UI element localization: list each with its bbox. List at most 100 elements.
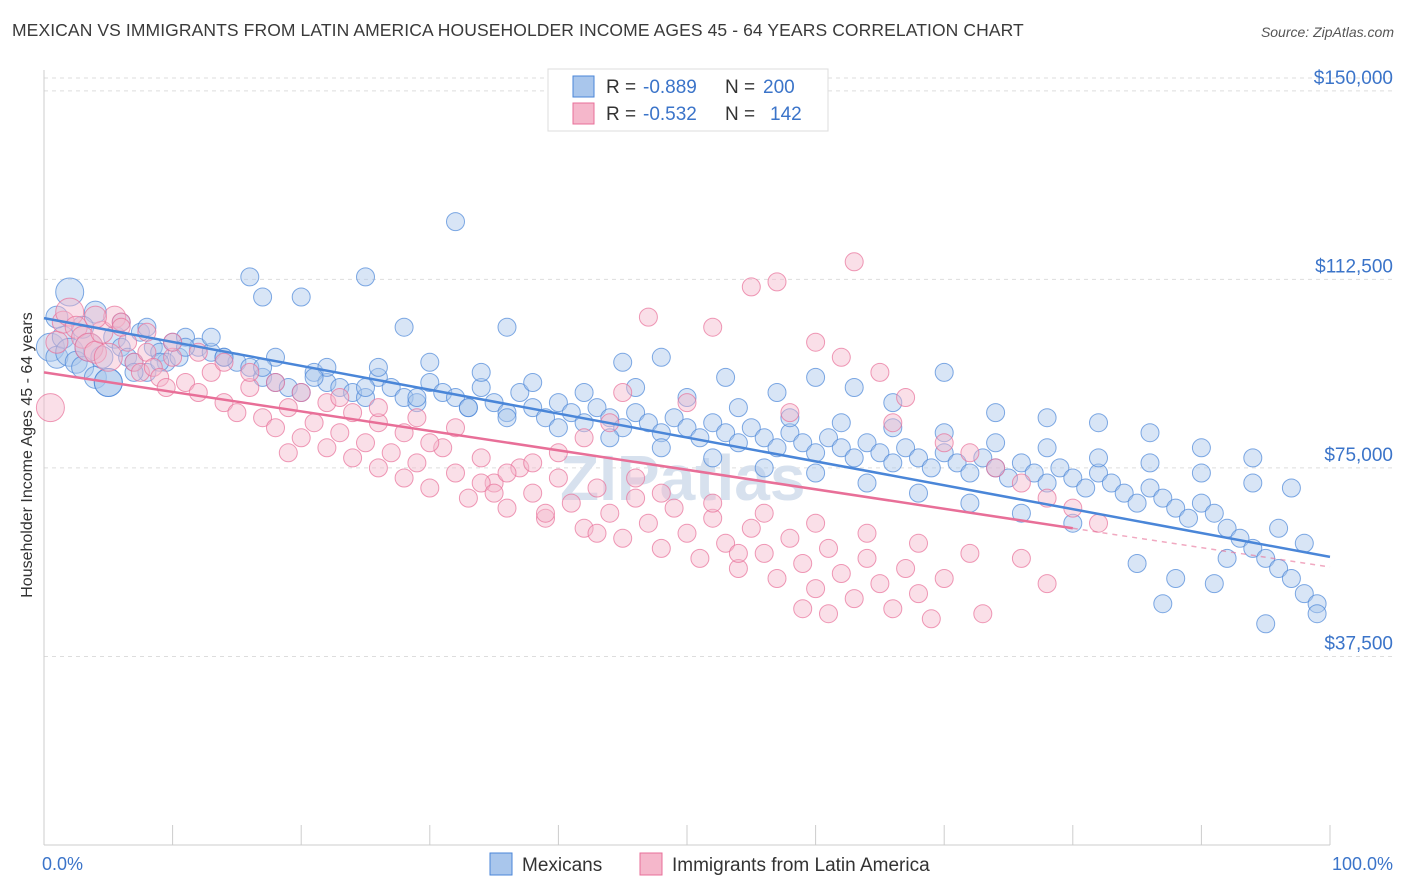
immigrants-point [754,503,774,523]
immigrants-point [728,559,748,578]
immigrants-point [819,604,838,624]
y-tick-label-2: $112,500 [1315,256,1393,277]
immigrants-point [1089,513,1108,533]
mexicans-point [124,362,144,382]
mexicans-point [831,413,851,433]
immigrants-point [728,543,748,563]
immigrants-point [278,443,298,463]
mexicans-point [806,367,826,387]
immigrants-point [677,393,697,413]
mexicans-point [497,317,517,337]
mexicans-point [780,423,800,443]
immigrants-point [471,473,491,493]
legend-label-immigrants: Immigrants from Latin America [672,855,930,876]
mexicans-point [1294,584,1314,604]
immigrants-point [343,403,363,423]
immigrants-point [651,483,671,503]
immigrants-point [741,518,761,538]
mexicans-point [1089,448,1108,468]
mexicans-point [1281,478,1301,498]
stats-swatch-immigrants [572,102,595,125]
x-tick-label-100: 100.0% [1332,854,1393,874]
mexicans-point [986,403,1006,423]
mexicans-point [1256,614,1276,634]
mexicans-point [1140,423,1160,443]
mexicans-point [960,493,980,513]
mexicans-point [677,388,697,407]
immigrants-point [55,297,85,327]
source-label: Source: ZipAtlas.com [1260,24,1394,40]
immigrants-point [510,458,530,478]
y-tick-label-3: $150,000 [1314,68,1393,89]
mexicans-point [857,433,877,453]
immigrants-point [561,493,581,513]
immigrants-point [317,393,337,413]
mexicans-point [55,337,85,367]
mexicans-point [728,398,748,418]
mexicans-point [1153,488,1173,508]
immigrants-point [381,443,401,463]
mexicans-point [1307,604,1327,624]
mexicans-point [613,352,633,372]
mexicans-point [999,468,1018,488]
immigrants-point [253,408,273,428]
immigrants-point [767,569,787,588]
mexicans-point [883,418,903,438]
mexicans-point [1089,463,1108,483]
immigrants-point [844,252,864,272]
mexicans-point [909,448,928,468]
immigrants-point [831,564,851,583]
immigrants-point [240,362,260,382]
mexicans-point [1217,548,1237,568]
mexicans-point [55,277,85,307]
immigrants-point [831,347,851,367]
stats-r-value-1: -0.889 [643,77,697,98]
mexicans-point [1089,413,1108,433]
mexicans-point [780,408,800,428]
immigrants-point [130,362,150,382]
mexicans-point [1179,508,1198,528]
immigrants-point [368,458,388,478]
mexicans-point [446,212,465,232]
immigrants-point [214,352,234,372]
mexicans-point [767,383,787,402]
mexicans-point [1166,569,1186,588]
mexicans-point [1243,448,1263,468]
immigrants-point [1037,574,1057,594]
immigrants-point [124,352,144,372]
immigrants-point [934,569,954,588]
mexicans-point [548,418,568,438]
immigrants-point [548,443,568,463]
mexicans-point [201,327,221,347]
immigrants-point [45,330,69,354]
stats-r-label-1: R = [606,77,636,98]
immigrants-point [638,513,658,533]
mexicans-point [587,398,607,418]
mexicans-point [356,267,375,287]
mexicans-point [1037,438,1057,458]
mexicans-point [407,393,427,413]
mexicans-point [420,373,440,392]
mexicans-point [278,378,298,397]
stats-n-label-2: N = [725,104,755,125]
mexicans-point [356,378,375,397]
immigrants-point [703,317,723,337]
mexicans-point [1269,518,1289,538]
mexicans-point [1076,478,1096,498]
mexicans-point [626,378,646,397]
immigrants-point [600,503,620,523]
immigrants-point [330,423,350,443]
mexicans-point [1127,493,1147,513]
immigrants-point [626,488,646,508]
immigrants-point [986,458,1006,478]
mexicans-point [1294,533,1314,553]
mexicans-point [716,423,736,443]
immigrants-point [574,428,594,448]
immigrants-point [857,548,877,568]
mexicans-point [1011,503,1031,523]
immigrants-point [227,403,247,423]
mexicans-point [921,458,941,478]
immigrants-point [806,513,826,533]
immigrants-point [407,453,427,473]
legend: Mexicans Immigrants from Latin America [489,852,930,876]
